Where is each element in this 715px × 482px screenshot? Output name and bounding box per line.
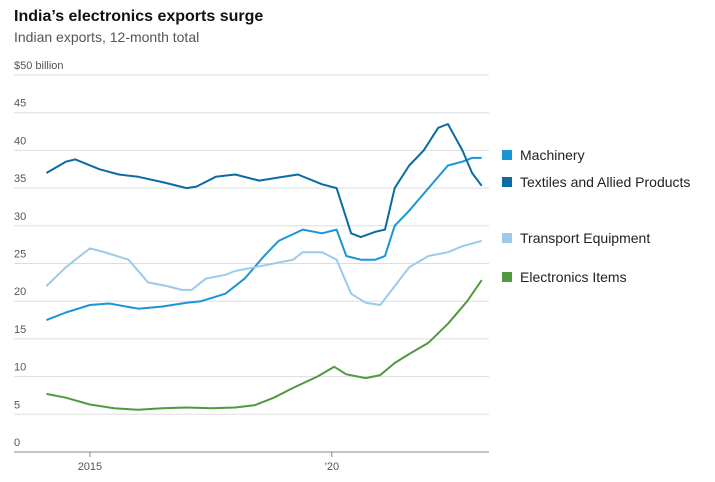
x-tick-label: 2015 bbox=[78, 461, 102, 473]
y-tick-label: 10 bbox=[14, 362, 26, 374]
y-tick-label: 15 bbox=[14, 324, 26, 336]
legend-label: Electronics Items bbox=[520, 269, 627, 285]
legend-swatch bbox=[502, 233, 512, 243]
chart-subtitle: Indian exports, 12-month total bbox=[14, 29, 199, 45]
y-tick-label: 25 bbox=[14, 249, 26, 261]
series-line bbox=[46, 156, 482, 322]
y-tick-label: 35 bbox=[14, 173, 26, 185]
series-line bbox=[45, 123, 483, 239]
y-tick-label: 5 bbox=[14, 399, 20, 411]
chart-title: India’s electronics exports surge bbox=[14, 8, 263, 25]
series-line bbox=[45, 239, 482, 306]
y-tick-label: 45 bbox=[14, 98, 26, 110]
y-tick-label: 20 bbox=[14, 286, 26, 298]
y-tick-label: 30 bbox=[14, 211, 26, 223]
series-line bbox=[46, 279, 483, 411]
y-tick-label: $50 billion bbox=[14, 60, 64, 72]
legend-label: Transport Equipment bbox=[520, 230, 650, 246]
legend-label: Textiles and Allied Products bbox=[520, 174, 690, 190]
legend-swatch bbox=[502, 272, 512, 282]
legend-label: Machinery bbox=[520, 147, 585, 163]
y-tick-label: 40 bbox=[14, 135, 26, 147]
legend-swatch bbox=[502, 150, 512, 160]
y-tick-label: 0 bbox=[14, 437, 20, 449]
legend-swatch bbox=[502, 177, 512, 187]
x-tick-label: ’20 bbox=[324, 461, 339, 473]
